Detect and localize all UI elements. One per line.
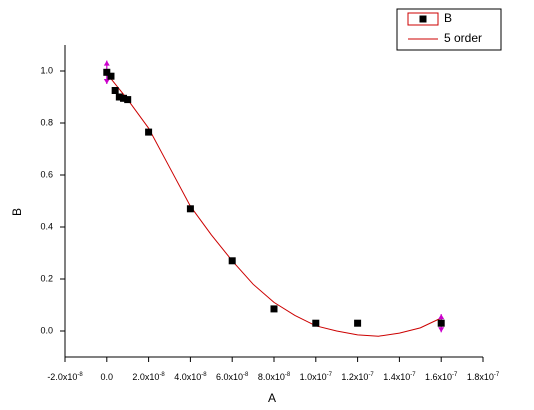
x-tick-label-base: 4.0x10	[174, 372, 201, 382]
y-axis-title: B	[10, 208, 24, 216]
marker	[115, 93, 123, 101]
legend-label: B	[444, 11, 452, 25]
x-tick-label-base: 1.0x10	[300, 372, 327, 382]
y-tick-label: 0.8	[40, 117, 53, 127]
marker	[270, 305, 278, 313]
x-tick-label: 1.4x10-7	[383, 372, 416, 383]
x-tick-label-base: 8.0x10	[258, 372, 285, 382]
x-tick-label-exponent: -8	[201, 372, 207, 378]
x-tick-label-exponent: -7	[327, 372, 333, 378]
x-tick-label: -2.0x10-8	[47, 372, 83, 383]
marker	[107, 72, 115, 80]
x-tick-label-exponent: -8	[77, 372, 83, 378]
x-tick-label-exponent: -7	[368, 372, 374, 378]
x-tick-label: 0.0	[101, 372, 114, 382]
x-tick-label-base: -2.0x10	[47, 372, 77, 382]
fit-line	[106, 73, 442, 337]
x-tick-label-base: 6.0x10	[216, 372, 243, 382]
error-cap	[103, 60, 110, 84]
x-tick-label: 1.2x10-7	[341, 372, 374, 383]
x-tick-label: 8.0x10-8	[258, 372, 291, 383]
legend-highlight	[407, 12, 439, 26]
x-tick-label: 1.6x10-7	[425, 372, 458, 383]
x-tick-label-exponent: -8	[285, 372, 291, 378]
x-tick-label-base: 0.0	[101, 372, 114, 382]
y-tick-label: 0.4	[40, 221, 53, 231]
x-tick-label: 4.0x10-8	[174, 372, 207, 383]
x-tick-label: 1.8x10-7	[467, 372, 500, 383]
marker	[312, 319, 320, 327]
y-tick-label: 0.2	[40, 273, 53, 283]
marker	[120, 94, 128, 102]
marker	[437, 319, 445, 327]
marker	[111, 87, 119, 94]
x-tick-label-exponent: -8	[243, 372, 249, 378]
x-tick-label-exponent: -7	[410, 372, 416, 378]
legend-box	[396, 8, 502, 51]
marker	[228, 257, 236, 265]
x-tick-label-base: 1.8x10	[467, 372, 494, 382]
y-tick-label: 0.0	[40, 325, 53, 335]
y-tick-label: 0.6	[40, 169, 53, 179]
legend-marker	[419, 15, 427, 23]
x-axis-title: A	[268, 391, 276, 405]
marker	[145, 128, 153, 136]
x-tick-label-exponent: -7	[452, 372, 458, 378]
marker	[354, 319, 362, 327]
x-tick-label-exponent: -7	[494, 372, 500, 378]
x-tick-label: 1.0x10-7	[300, 372, 333, 383]
error-cap	[438, 314, 445, 333]
x-tick-label: 2.0x10-8	[132, 372, 165, 383]
x-tick-label-base: 1.6x10	[425, 372, 452, 382]
legend-label: 5 order	[444, 31, 482, 45]
marker	[124, 96, 132, 104]
x-tick-label-exponent: -8	[159, 372, 165, 378]
y-tick-label: 1.0	[40, 65, 53, 75]
x-tick-label-base: 1.2x10	[341, 372, 368, 382]
x-tick-label: 6.0x10-8	[216, 372, 249, 383]
x-tick-label-base: 2.0x10	[132, 372, 159, 382]
marker	[103, 68, 111, 76]
marker	[186, 205, 194, 213]
x-tick-label-base: 1.4x10	[383, 372, 410, 382]
